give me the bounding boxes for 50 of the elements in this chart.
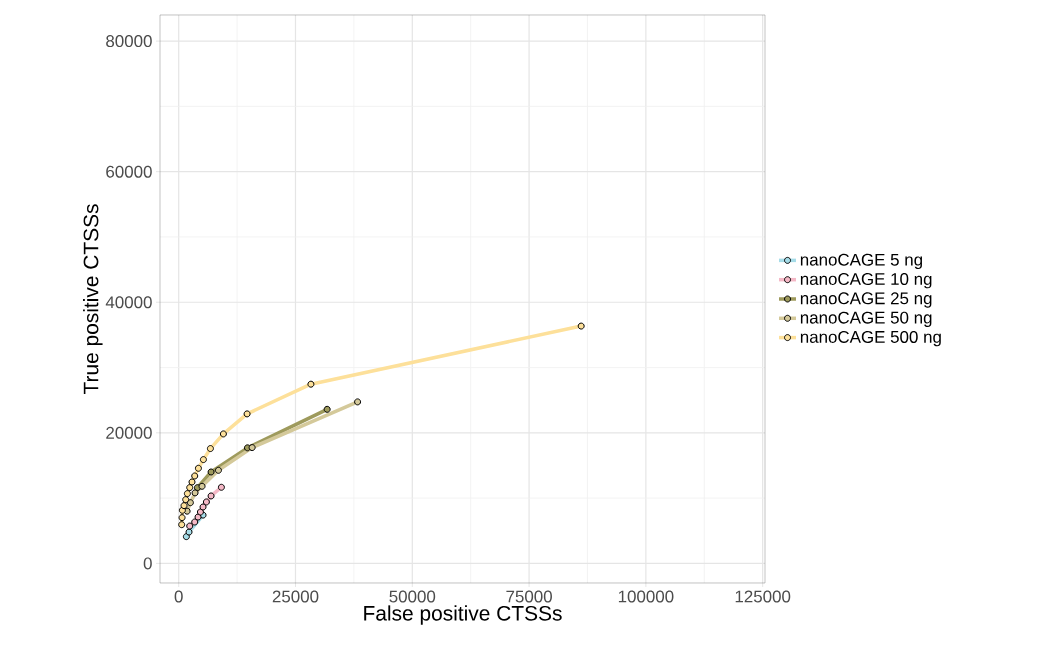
point xyxy=(206,445,214,453)
point xyxy=(180,502,188,510)
legend-label: nanoCAGE 25 ng xyxy=(800,292,932,308)
x-axis-title: False positive CTSSs xyxy=(364,605,562,625)
point xyxy=(191,489,199,497)
x-tick-label: 50000 xyxy=(389,590,436,603)
legend-label: nanoCAGE 50 ng xyxy=(800,311,932,327)
point xyxy=(202,498,210,506)
legend-label: nanoCAGE 5 ng xyxy=(800,253,922,270)
point xyxy=(194,464,202,472)
point xyxy=(199,456,207,464)
point xyxy=(183,490,191,498)
y-axis-title: True positive CTSSs xyxy=(83,204,103,395)
point xyxy=(198,482,206,490)
x-tick-label: 0 xyxy=(174,590,183,603)
legend-label: nanoCAGE 500 ng xyxy=(800,330,941,347)
point xyxy=(219,430,227,438)
point xyxy=(354,398,362,406)
y-tick-label: 60000 xyxy=(106,165,152,178)
point xyxy=(186,484,194,492)
point xyxy=(186,522,194,530)
point xyxy=(577,322,585,330)
point xyxy=(178,514,186,522)
point xyxy=(248,444,256,452)
x-tick-label: 75000 xyxy=(506,590,552,603)
point xyxy=(214,466,222,474)
point xyxy=(182,496,190,504)
point xyxy=(182,533,190,541)
y-tick-label: 20000 xyxy=(106,426,152,439)
x-tick-label: 100000 xyxy=(618,590,674,603)
x-tick-label: 25000 xyxy=(272,590,319,603)
y-tick-label: 40000 xyxy=(105,296,152,309)
y-tick-label: 0 xyxy=(143,557,152,570)
point xyxy=(243,410,251,418)
x-tick-label: 125000 xyxy=(735,590,791,603)
y-tick-label: 80000 xyxy=(106,35,152,48)
point xyxy=(185,528,193,536)
point xyxy=(178,521,186,529)
point xyxy=(207,468,215,476)
point xyxy=(207,492,215,500)
point xyxy=(217,483,225,491)
point xyxy=(323,405,331,413)
point xyxy=(307,380,315,388)
point xyxy=(199,503,207,511)
point xyxy=(188,478,196,486)
point xyxy=(194,513,202,521)
point xyxy=(191,518,199,526)
point xyxy=(191,472,199,480)
legend-label: nanoCAGE 10 ng xyxy=(800,273,932,289)
point xyxy=(186,499,194,507)
